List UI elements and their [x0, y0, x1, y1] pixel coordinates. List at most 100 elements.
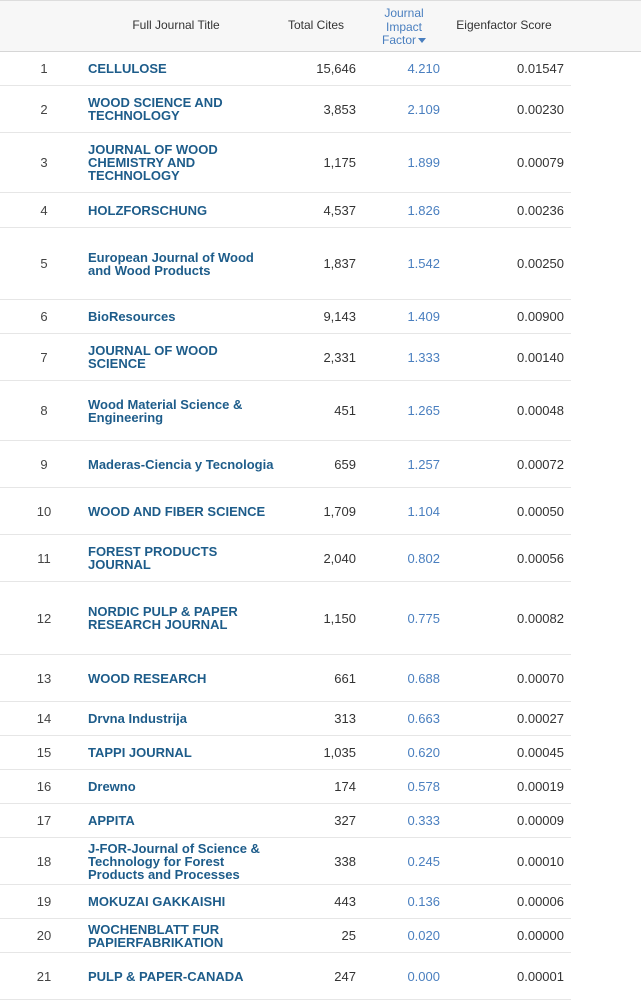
total-cites-cell: 1,709	[323, 503, 356, 519]
journal-title-link[interactable]: Drvna Industrija	[88, 711, 187, 726]
impact-factor-link[interactable]: 0.245	[407, 853, 440, 869]
table-row: 5 European Journal of Wood and Wood Produ…	[0, 228, 571, 300]
total-cites-cell: 327	[334, 813, 356, 828]
total-cites-cell: 443	[334, 894, 356, 909]
impact-factor-link[interactable]: 0.578	[407, 779, 440, 794]
table-row: 21 PULP & PAPER-CANADA 247 0.000 0.00001	[0, 953, 571, 1000]
total-cites-cell: 3,853	[323, 101, 356, 117]
impact-factor-link[interactable]: 1.104	[407, 503, 440, 519]
journal-title-link[interactable]: Wood Material Science & Engineering	[88, 396, 243, 425]
impact-factor-link[interactable]: 0.000	[407, 968, 440, 984]
total-cites-cell: 1,150	[323, 610, 356, 626]
eigenfactor-cell: 0.00079	[517, 155, 564, 170]
table-row: 17 APPITA 327 0.333 0.00009	[0, 804, 571, 838]
eigenfactor-cell: 0.00000	[517, 928, 564, 943]
journal-title-link[interactable]: TAPPI JOURNAL	[88, 745, 192, 760]
total-cites-cell: 2,331	[323, 349, 356, 365]
eigenfactor-cell: 0.00009	[517, 813, 564, 828]
total-cites-cell: 1,837	[323, 256, 356, 271]
journal-title-link[interactable]: MOKUZAI GAKKAISHI	[88, 894, 226, 909]
eigenfactor-cell: 0.00230	[517, 101, 564, 117]
rank-cell: 21	[36, 968, 52, 984]
journal-title-link[interactable]: NORDIC PULP & PAPER RESEARCH JOURNAL	[88, 604, 238, 632]
journal-title-link[interactable]: HOLZFORSCHUNG	[88, 202, 208, 218]
impact-factor-link[interactable]: 0.333	[407, 813, 440, 828]
rank-cell: 14	[36, 711, 52, 726]
eigenfactor-cell: 0.00900	[517, 309, 564, 324]
eigenfactor-cell: 0.00045	[517, 745, 564, 760]
impact-factor-header-line3: Factor	[370, 33, 438, 48]
impact-factor-link[interactable]: 1.826	[407, 202, 440, 218]
impact-factor-header-line2: Impact	[385, 19, 422, 34]
impact-factor-link[interactable]: 2.109	[407, 101, 440, 117]
journal-title-link[interactable]: PULP & PAPER-CANADA	[88, 968, 244, 984]
journal-title-link[interactable]: WOOD SCIENCE AND TECHNOLOGY	[88, 95, 223, 123]
rank-cell: 18	[36, 853, 52, 869]
sort-descending-icon[interactable]	[418, 38, 426, 44]
total-cites-cell: 313	[334, 711, 356, 726]
table-row: 16 Drewno 174 0.578 0.00019	[0, 770, 571, 804]
eigenfactor-cell: 0.00082	[517, 610, 564, 626]
eigenfactor-cell: 0.00048	[517, 403, 564, 418]
journal-title-link[interactable]: WOOD AND FIBER SCIENCE	[88, 503, 266, 519]
table-row: 14 Drvna Industrija 313 0.663 0.00027	[0, 702, 571, 736]
impact-factor-link[interactable]: 1.409	[407, 309, 440, 324]
eigenfactor-cell: 0.00019	[517, 779, 564, 794]
impact-factor-link[interactable]: 0.802	[407, 550, 440, 566]
impact-factor-link[interactable]: 1.333	[407, 349, 440, 365]
rank-cell: 4	[40, 202, 48, 218]
column-header-eigenfactor[interactable]: Eigenfactor Score	[456, 18, 552, 32]
journal-title-link[interactable]: JOURNAL OF WOOD SCIENCE	[88, 343, 218, 371]
rank-cell: 7	[40, 349, 48, 365]
eigenfactor-cell: 0.00236	[517, 202, 564, 218]
journal-title-link[interactable]: WOCHENBLATT FUR PAPIERFABRIKATION	[88, 921, 224, 950]
impact-factor-link[interactable]: 0.136	[407, 894, 440, 909]
impact-factor-link[interactable]: 4.210	[407, 61, 440, 76]
total-cites-cell: 451	[334, 403, 356, 418]
impact-factor-link[interactable]: 0.620	[407, 745, 440, 760]
column-header-total-cites[interactable]: Total Cites	[287, 18, 345, 32]
table-row: 1 CELLULOSE 15,646 4.210 0.01547	[0, 52, 571, 86]
impact-factor-link[interactable]: 1.257	[407, 456, 440, 472]
rank-cell: 17	[36, 813, 52, 828]
impact-factor-header-line1: Journal	[384, 6, 424, 20]
rank-cell: 10	[36, 503, 52, 519]
rank-cell: 3	[40, 155, 48, 170]
total-cites-cell: 4,537	[323, 202, 356, 218]
rank-cell: 1	[40, 61, 48, 76]
table-row: 9 Maderas-Ciencia y Tecnologia 659 1.257 0.0…	[0, 441, 571, 488]
table-row: 3 JOURNAL OF WOOD CHEMISTRY AND TECHNOLOG…	[0, 133, 571, 193]
rank-cell: 12	[36, 610, 52, 626]
eigenfactor-cell: 0.00050	[517, 503, 564, 519]
total-cites-cell: 247	[334, 968, 356, 984]
column-header-impact-factor[interactable]: Journal Impact Factor	[370, 6, 438, 48]
rank-cell: 11	[37, 550, 51, 566]
rank-cell: 9	[40, 456, 48, 472]
impact-factor-link[interactable]: 0.688	[407, 670, 440, 686]
journal-title-link[interactable]: Maderas-Ciencia y Tecnologia	[88, 456, 274, 472]
journal-title-link[interactable]: WOOD RESEARCH	[88, 670, 207, 686]
total-cites-cell: 15,646	[316, 61, 356, 76]
journal-title-link[interactable]: CELLULOSE	[88, 61, 167, 76]
journal-title-link[interactable]: FOREST PRODUCTS JOURNAL	[88, 544, 218, 572]
column-header-title[interactable]: Full Journal Title	[132, 18, 220, 32]
journal-title-link[interactable]: BioResources	[88, 309, 176, 324]
table-row: 19 MOKUZAI GAKKAISHI 443 0.136 0.00006	[0, 885, 571, 919]
impact-factor-header-line3-text: Factor	[381, 33, 416, 47]
journal-title-link[interactable]: J-FOR-Journal of Science & Technology fo…	[88, 840, 260, 882]
impact-factor-link[interactable]: 0.020	[407, 928, 440, 943]
table-row: 13 WOOD RESEARCH 661 0.688 0.00070	[0, 655, 571, 702]
impact-factor-link[interactable]: 1.899	[407, 155, 440, 170]
eigenfactor-cell: 0.00006	[517, 894, 564, 909]
journal-title-link[interactable]: JOURNAL OF WOOD CHEMISTRY AND TECHNOLOGY	[88, 142, 218, 183]
table-row: 15 TAPPI JOURNAL 1,035 0.620 0.00045	[0, 736, 571, 770]
journal-title-link[interactable]: Drewno	[88, 779, 136, 794]
journal-title-link[interactable]: APPITA	[88, 813, 135, 828]
impact-factor-link[interactable]: 0.663	[407, 711, 440, 726]
total-cites-cell: 661	[334, 670, 356, 686]
journal-title-link[interactable]: European Journal of Wood and Wood Produc…	[88, 249, 254, 278]
impact-factor-link[interactable]: 0.775	[407, 610, 440, 626]
impact-factor-link[interactable]: 1.265	[407, 403, 440, 418]
total-cites-cell: 659	[334, 456, 356, 472]
impact-factor-link[interactable]: 1.542	[407, 256, 440, 271]
